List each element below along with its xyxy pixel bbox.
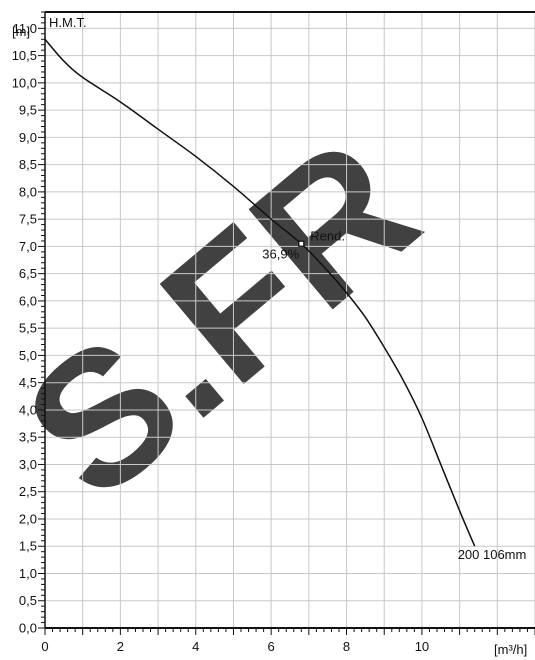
x-tick-label: 0 [41,639,48,654]
y-axis-title: H.M.T. [49,15,87,30]
efficiency-value: 36,9% [262,247,299,262]
y-axis-unit: [m] [12,24,30,39]
x-tick-label: 2 [117,639,124,654]
y-tick-label: 1,0 [19,566,37,581]
y-tick-label: 8,5 [19,157,37,172]
y-tick-label: 5,5 [19,321,37,336]
series-line [44,38,476,547]
efficiency-marker [298,240,305,247]
series-layer: 200 106mm [44,38,527,562]
y-tick-label: 2,5 [19,484,37,499]
y-tick-label: 7,5 [19,212,37,227]
y-tick-label: 9,5 [19,103,37,118]
y-tick-label: 5,0 [19,348,37,363]
axes [44,11,535,629]
x-tick-label: 4 [192,639,199,654]
y-tick-label: 8,0 [19,184,37,199]
x-axis-unit: [m³/h] [494,642,527,657]
x-tick-label: 6 [268,639,275,654]
y-tick-label: 0,0 [19,621,37,636]
y-axis-ticks: 0,0 0,5 1,0 1,5 2,0 2,5 3,0 3,5 4,0 4,5 5,0 5,5 6,0 6… [12,11,45,636]
y-tick-label: 10,0 [12,75,37,90]
efficiency-label: Rend. [310,229,345,244]
y-tick-label: 9,0 [19,130,37,145]
y-tick-label: 3,0 [19,457,37,472]
x-tick-label: 8 [343,639,350,654]
annotations: Rend. 36,9% [262,229,345,262]
series-label: 200 106mm [458,547,527,562]
grid [45,12,535,628]
y-tick-label: 4,5 [19,375,37,390]
y-tick-label: 2,0 [19,511,37,526]
y-tick-label: 1,5 [19,539,37,554]
y-tick-label: 10,5 [12,48,37,63]
y-tick-label: 3,5 [19,430,37,445]
x-axis-ticks: 0 2 4 6 8 10 [41,628,535,654]
x-tick-label: 10 [415,639,429,654]
y-tick-label: 7,0 [19,239,37,254]
y-tick-label: 6,5 [19,266,37,281]
y-tick-label: 0,5 [19,593,37,608]
y-tick-label: 11,0 [13,21,37,36]
y-tick-label: 4,0 [19,402,37,417]
y-tick-label: 6,0 [19,293,37,308]
